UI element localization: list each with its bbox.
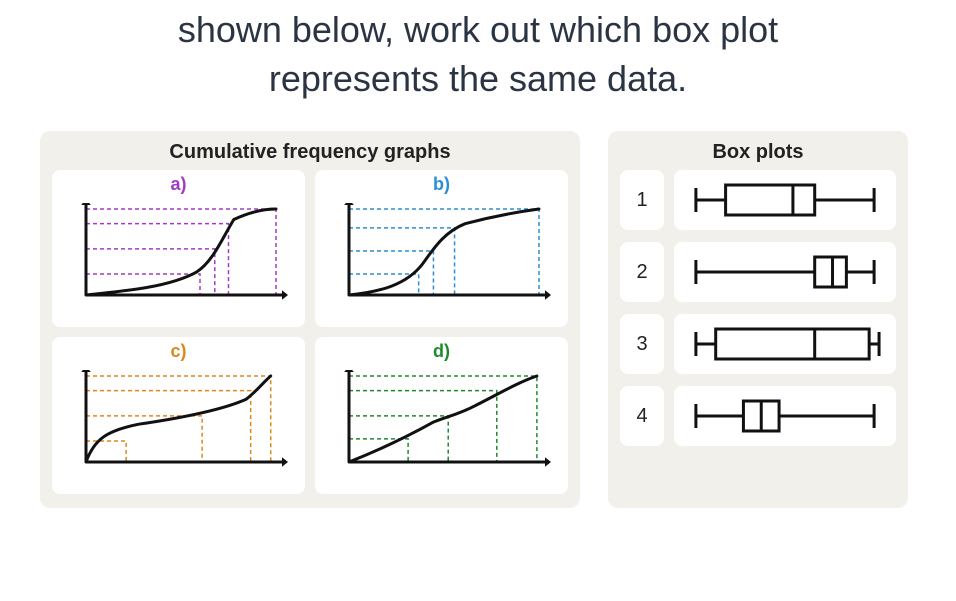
boxplot-number: 1	[620, 170, 664, 230]
boxplot-panel-title: Box plots	[620, 141, 896, 164]
cf-label-d: d)	[433, 341, 450, 362]
boxplot-row: 1	[620, 170, 896, 230]
cf-panel: Cumulative frequency graphs a) b)	[40, 131, 580, 508]
boxplot-panel: Box plots 1 2 3 4	[608, 131, 908, 508]
cf-grid: a) b) c)	[52, 170, 568, 494]
boxplot-number: 3	[620, 314, 664, 374]
boxplot-row: 2	[620, 242, 896, 302]
boxplot-number: 2	[620, 242, 664, 302]
cf-cell-d: d)	[315, 337, 568, 494]
boxplot-list: 1 2 3 4	[620, 170, 896, 446]
cf-graph-d	[321, 364, 562, 486]
cf-cell-a: a)	[52, 170, 305, 327]
instruction-line2: represents the same data.	[269, 58, 687, 99]
cf-cell-c: c)	[52, 337, 305, 494]
boxplot-plot-4	[674, 386, 896, 446]
cf-label-c: c)	[170, 341, 186, 362]
instruction-text: shown below, work out which box plot rep…	[0, 0, 956, 131]
cf-cell-b: b)	[315, 170, 568, 327]
cf-graph-c	[58, 364, 299, 486]
cf-label-a: a)	[170, 174, 186, 195]
boxplot-plot-2	[674, 242, 896, 302]
boxplot-plot-1	[674, 170, 896, 230]
instruction-line1: shown below, work out which box plot	[178, 9, 778, 50]
boxplot-number: 4	[620, 386, 664, 446]
cf-panel-title: Cumulative frequency graphs	[52, 141, 568, 164]
cf-label-b: b)	[433, 174, 450, 195]
cf-graph-a	[58, 197, 299, 319]
worksheet: Cumulative frequency graphs a) b)	[0, 131, 956, 508]
boxplot-plot-3	[674, 314, 896, 374]
boxplot-row: 4	[620, 386, 896, 446]
cf-graph-b	[321, 197, 562, 319]
boxplot-row: 3	[620, 314, 896, 374]
